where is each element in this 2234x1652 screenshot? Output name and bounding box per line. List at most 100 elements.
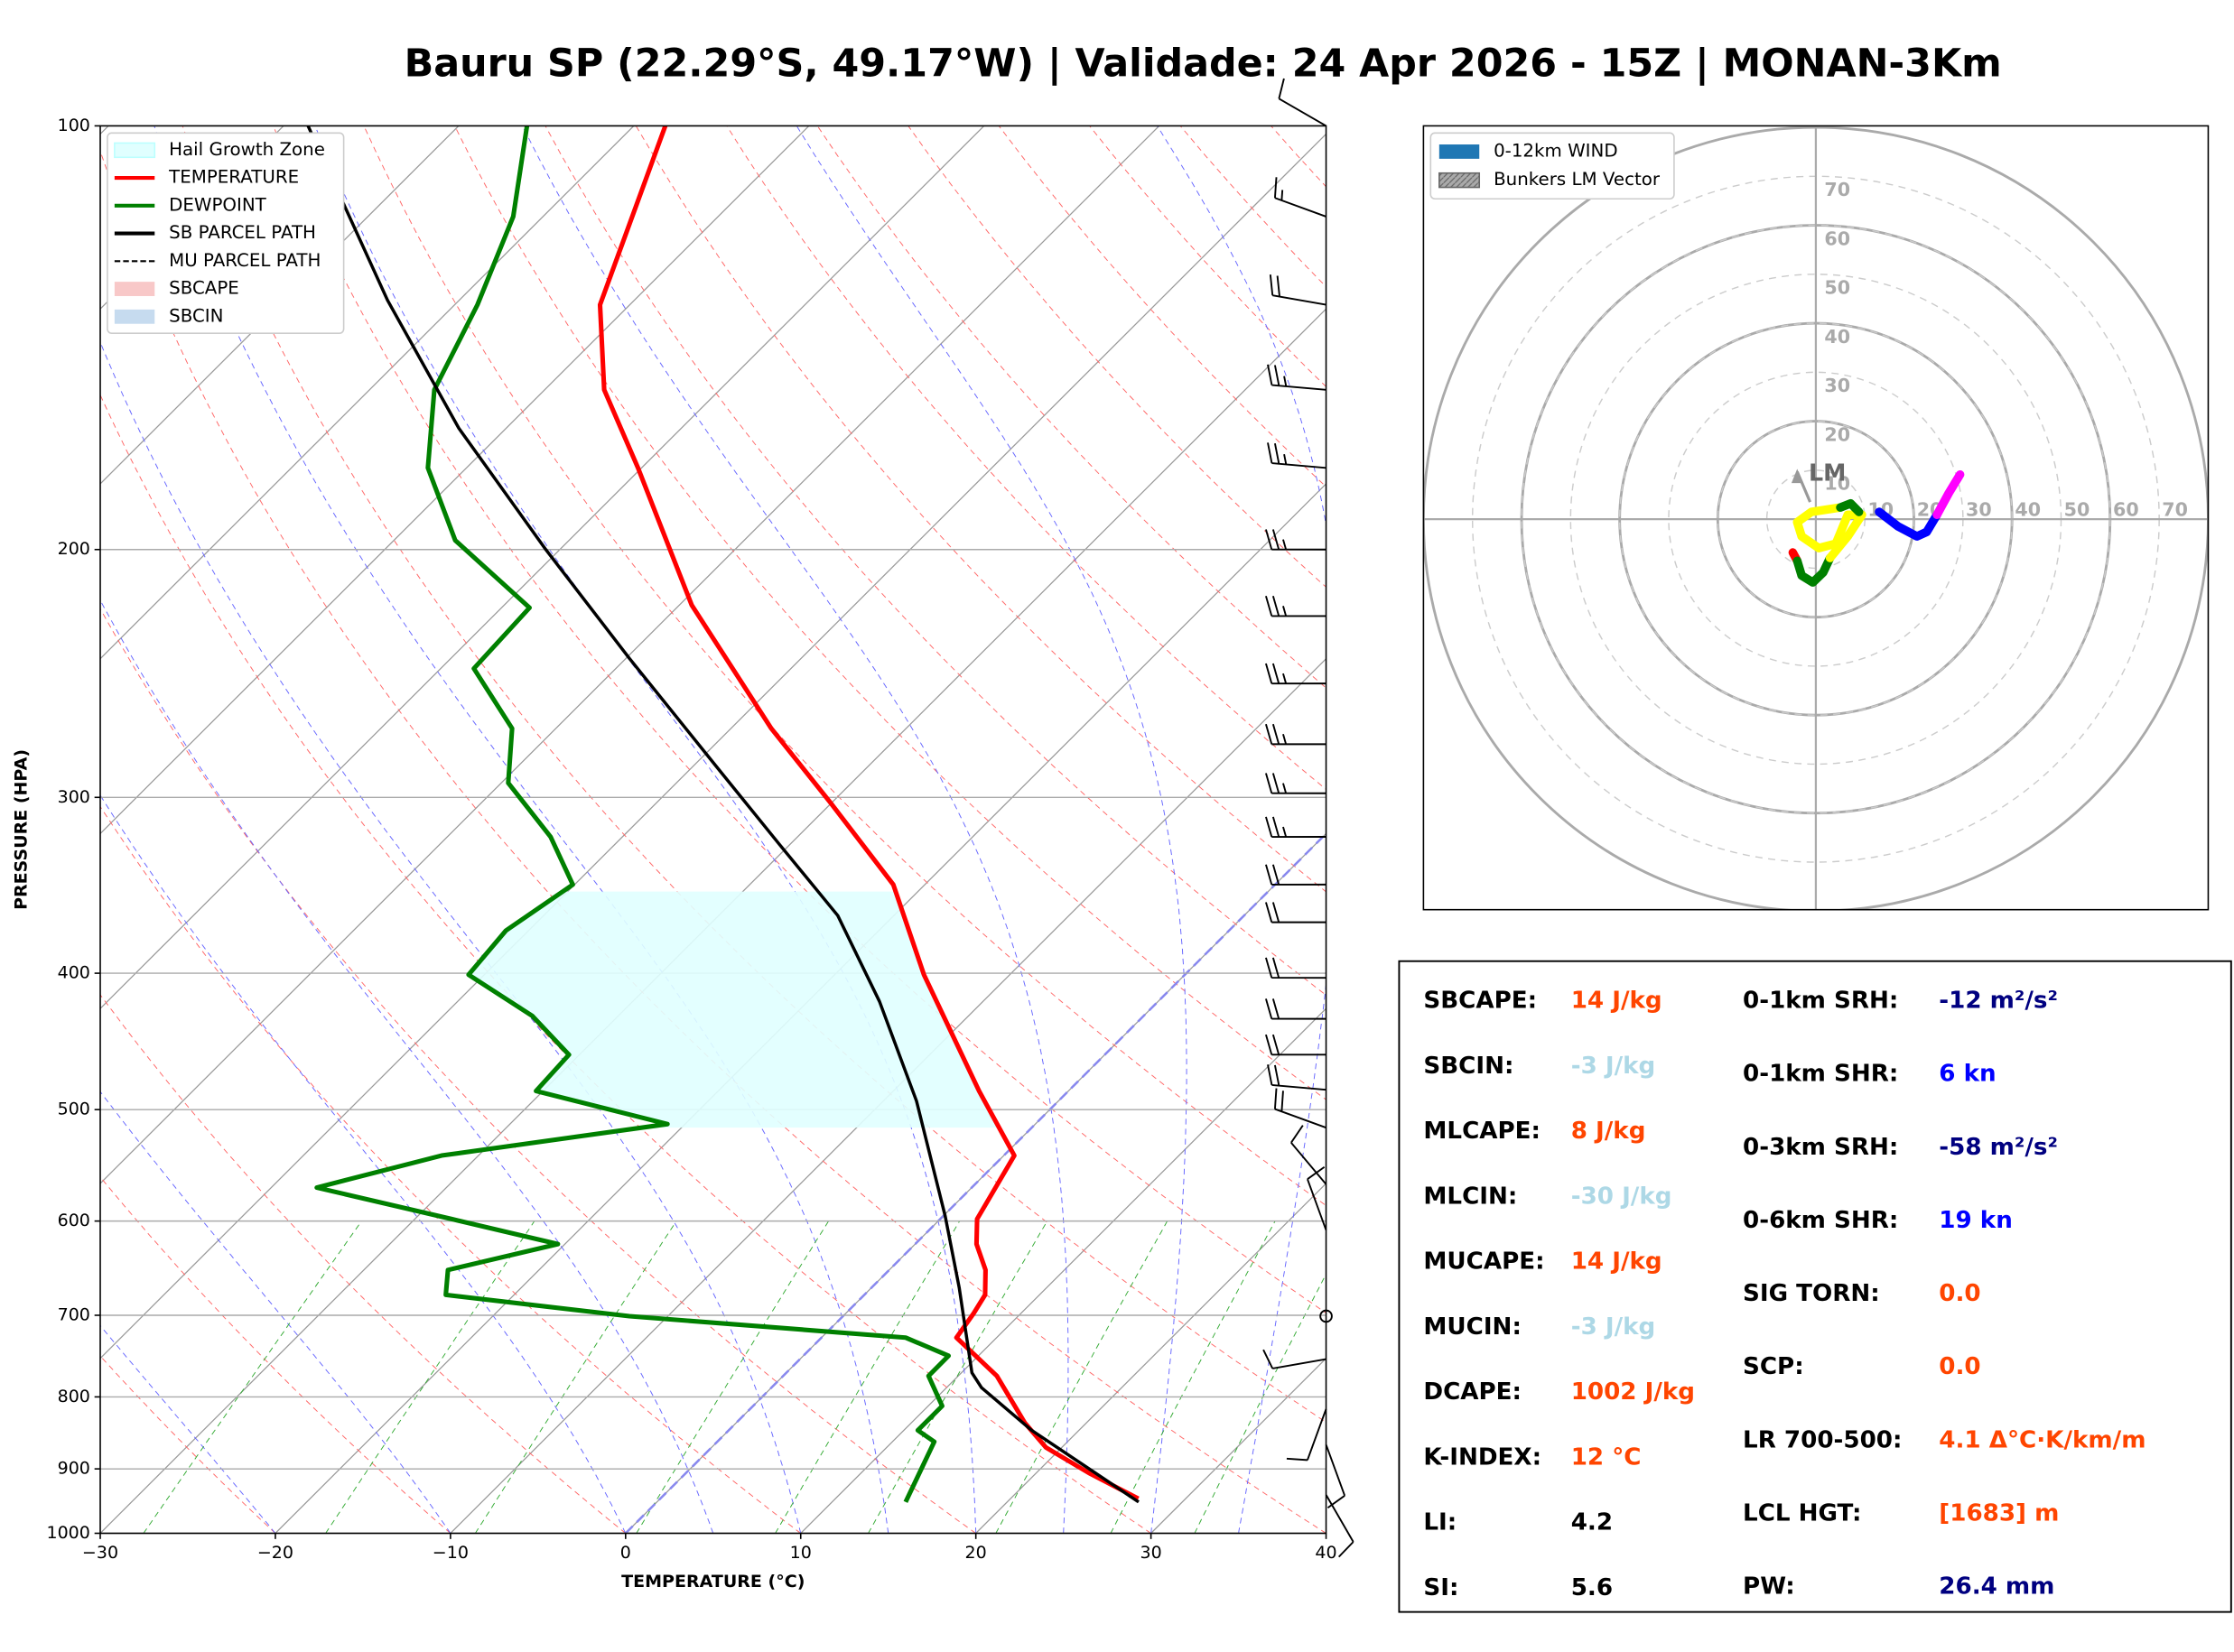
wind-barb [1265,816,1326,838]
index-label: K-INDEX: [1423,1443,1541,1471]
isotherm [800,1007,1326,1534]
index-value: 14 J/kg [1571,1248,1662,1276]
isotherm [275,483,1326,1534]
bunkers-lm-head [1791,469,1803,484]
wind-barb [1325,1443,1346,1509]
hodograph-trace [1792,553,1835,587]
isotherm [450,657,1326,1534]
wind-barb [1325,1494,1354,1558]
indices-box [1398,960,2232,1613]
plot-frame [99,125,1327,1535]
index-label: 0-3km SRH: [1743,1134,1898,1161]
legend-label: SBCAPE [169,278,239,299]
hodograph-trace [1836,498,1864,516]
index-value: 19 kn [1939,1207,2013,1234]
moist-adiabat [154,125,889,1534]
index-value: 6 kn [1939,1061,1996,1088]
legend-swatch [114,142,156,159]
legend-swatch [114,309,155,324]
ring-label: 60 [1824,227,1850,249]
isotherm [100,125,1160,1184]
index-label: MUCIN: [1423,1313,1522,1341]
ring-label: 50 [2064,499,2090,521]
legend-box [107,132,345,334]
ring-label: 70 [2162,499,2188,521]
index-value: -3 J/kg [1571,1053,1656,1080]
wind-barb [1265,1034,1326,1056]
ring-label: 30 [1824,375,1850,396]
hodograph-trace [1875,507,1941,541]
wind-barb [1265,663,1326,685]
y-axis-label: PRESSURE (HPA) [11,749,31,910]
y-tick-label: 200 [58,539,90,559]
legend-swatch [1438,144,1480,159]
legend-label: MU PARCEL PATH [169,250,321,271]
isotherm [975,1183,1326,1534]
ring-label: 10 [1824,473,1850,495]
y-tick-label: 600 [58,1211,90,1230]
dry-adiabat [100,1355,276,1534]
isotherm [100,125,635,660]
wind-barb [1265,595,1326,617]
legend-label: Bunkers LM Vector [1494,169,1661,190]
dry-adiabat [100,149,1326,1534]
ring-label: 20 [1824,423,1850,445]
legend-swatch [1438,172,1481,189]
wind-barb [1278,78,1327,127]
index-label: 0-1km SHR: [1743,1061,1898,1088]
legend-label: DEWPOINT [169,194,267,215]
index-label: PW: [1743,1573,1795,1601]
wind-barb [1265,902,1326,923]
profile-line [306,125,1140,1504]
legend-label: Hail Growth Zone [169,139,325,160]
hail-growth-zone [468,891,1000,1128]
moist-adiabat [100,599,714,1534]
zero-isotherm [624,831,1326,1534]
dry-adiabat [273,125,1326,1314]
y-tick-label: 300 [58,787,90,807]
index-value: 26.4 mm [1939,1573,2054,1601]
y-tick-label: 400 [58,963,90,983]
chart-title: Bauru SP (22.29°S, 49.17°W) | Validade: … [405,41,2002,86]
wind-barb [1286,1408,1327,1462]
hodograph-grid [1423,125,2209,910]
x-tick-label: 20 [965,1543,987,1563]
hodograph-trace [1792,503,1866,562]
index-value: 4.1 Δ°C·K/km/m [1939,1426,2146,1453]
index-label: LCL HGT: [1743,1499,1861,1527]
legend-swatch [114,282,155,296]
wind-barb [1273,1088,1326,1129]
wind-barb [1265,773,1326,794]
legend-box [1429,132,1675,200]
y-tick-label: 100 [58,116,90,135]
ring-label: 50 [1824,277,1850,299]
x-tick-label: −10 [433,1543,469,1563]
x-tick-label: −30 [82,1543,118,1563]
index-value: 5.6 [1571,1574,1613,1601]
wind-barb [1265,957,1326,979]
profile-line [597,125,1140,1501]
index-label: SBCIN: [1423,1053,1513,1080]
wind-barb [1265,529,1326,551]
x-tick-label: 30 [1140,1543,1162,1563]
moist-adiabat [1157,125,1326,1534]
wind-barb [1267,1064,1326,1091]
dry-adiabat [454,125,1326,1100]
index-value: -3 J/kg [1571,1313,1656,1341]
ring-label: 60 [2113,499,2139,521]
profile-line [314,125,952,1503]
index-label: LR 700-500: [1743,1426,1902,1453]
background-lines [100,125,1326,1534]
x-tick-label: 0 [620,1543,631,1563]
wind-barb [1307,1165,1327,1231]
index-label: LI: [1423,1509,1457,1536]
wind-barb [1267,364,1326,391]
wind-barb [1265,998,1326,1020]
dry-adiabat [100,394,1151,1534]
ring-label: 70 [1824,179,1850,200]
index-value: -58 m²/s² [1939,1134,2058,1161]
wind-barb [1273,177,1326,218]
index-value: 1002 J/kg [1571,1378,1695,1406]
